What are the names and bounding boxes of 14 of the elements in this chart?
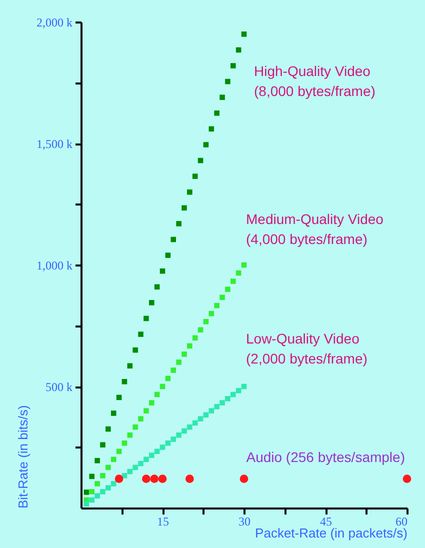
series-label: Audio (256 bytes/sample) — [246, 448, 405, 465]
y-axis-title: Bit-Rate (in bits/s) — [16, 405, 30, 508]
y-tick-label: 1,000 k — [36, 258, 72, 272]
y-tick-label: 1,500 k — [36, 137, 72, 151]
x-axis-title: Packet-Rate (in packets/s) — [255, 526, 408, 540]
x-tick-label: 30 — [238, 514, 250, 528]
y-tick-label: 500 k — [46, 380, 72, 394]
series-label: Low-Quality Video (2,000 bytes/frame) — [246, 330, 368, 366]
y-tick-label: 2,000 k — [36, 16, 72, 30]
series-label: Medium-Quality Video (4,000 bytes/frame) — [246, 211, 384, 247]
x-tick-label: 60 — [396, 514, 408, 528]
x-tick-label: 45 — [320, 514, 332, 528]
series-label: High-Quality Video (8,000 bytes/frame) — [254, 63, 376, 100]
x-tick-label: 15 — [157, 514, 169, 528]
